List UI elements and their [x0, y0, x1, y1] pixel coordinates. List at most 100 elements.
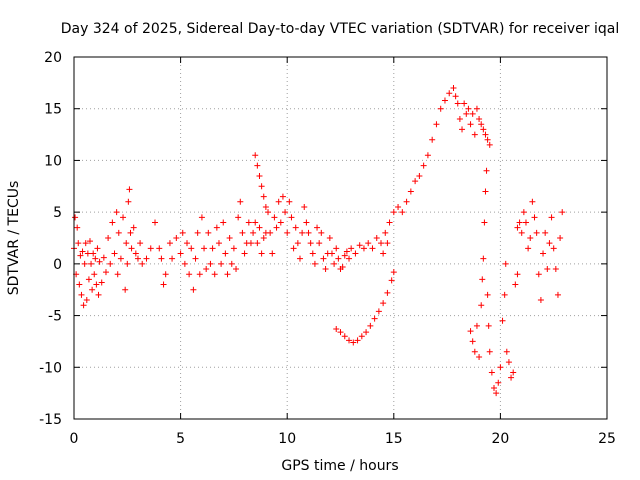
- data-point: [250, 229, 257, 236]
- data-point: [86, 238, 93, 245]
- data-point: [188, 245, 195, 252]
- plot-frame: [73, 56, 608, 420]
- data-point: [465, 105, 472, 112]
- data-point: [486, 141, 493, 148]
- data-point: [301, 203, 308, 210]
- data-point: [424, 152, 431, 159]
- data-point: [493, 390, 500, 397]
- data-point: [322, 266, 329, 273]
- data-point: [284, 229, 291, 236]
- data-point: [152, 219, 159, 226]
- data-point: [226, 235, 233, 241]
- data-point: [124, 260, 131, 267]
- x-tick-label: 5: [176, 431, 185, 447]
- data-point: [77, 252, 84, 259]
- data-point: [512, 281, 519, 288]
- data-point: [72, 214, 79, 221]
- data-point: [209, 245, 216, 252]
- data-point: [265, 209, 272, 216]
- data-point: [139, 260, 146, 267]
- data-point: [95, 291, 102, 298]
- data-point: [260, 193, 267, 200]
- data-point: [337, 329, 344, 336]
- data-point: [252, 152, 259, 159]
- data-point: [211, 271, 218, 278]
- data-point: [130, 224, 137, 231]
- data-point: [341, 333, 348, 340]
- data-point: [516, 219, 523, 226]
- data-point: [196, 271, 203, 278]
- data-point: [245, 219, 252, 226]
- data-point: [450, 85, 457, 92]
- data-point: [125, 198, 132, 205]
- data-point: [544, 266, 551, 273]
- data-point: [557, 235, 564, 241]
- data-point: [514, 271, 521, 278]
- data-point: [316, 240, 323, 247]
- y-tick-label: 10: [44, 153, 62, 169]
- data-point: [518, 229, 525, 236]
- data-point: [179, 229, 186, 236]
- data-point: [84, 250, 91, 257]
- data-point: [378, 240, 385, 247]
- data-point: [230, 245, 237, 252]
- data-point: [522, 219, 529, 226]
- data-point: [346, 337, 353, 344]
- data-point: [510, 369, 517, 376]
- data-point: [384, 240, 391, 247]
- data-point: [533, 229, 540, 236]
- data-point: [354, 337, 361, 344]
- data-point: [169, 255, 176, 262]
- data-point: [198, 214, 205, 221]
- data-point: [183, 240, 190, 247]
- data-point: [279, 193, 286, 200]
- data-point: [122, 286, 129, 293]
- data-point: [459, 126, 466, 133]
- data-point: [81, 260, 88, 267]
- data-point: [247, 240, 254, 247]
- data-point: [331, 260, 338, 267]
- data-point: [390, 269, 397, 276]
- data-point: [201, 245, 208, 252]
- data-point: [367, 322, 374, 329]
- data-point: [260, 235, 267, 241]
- data-point: [499, 317, 506, 324]
- data-point: [328, 250, 335, 257]
- data-point: [318, 229, 325, 236]
- data-point: [467, 328, 474, 335]
- data-point: [505, 359, 512, 366]
- data-point: [478, 121, 485, 128]
- data-point: [454, 100, 461, 107]
- data-point: [480, 126, 487, 133]
- data-point: [309, 250, 316, 257]
- data-point: [286, 198, 293, 205]
- data-point: [483, 167, 490, 174]
- data-point: [497, 364, 504, 371]
- data-point: [473, 105, 480, 112]
- data-point: [156, 245, 163, 252]
- data-point: [348, 245, 355, 252]
- data-point: [82, 240, 89, 247]
- data-point: [111, 250, 118, 257]
- data-point: [254, 240, 261, 247]
- data-point: [480, 255, 487, 262]
- data-point: [262, 203, 269, 210]
- data-point: [222, 250, 229, 257]
- data-point: [120, 214, 127, 221]
- data-point: [94, 245, 101, 252]
- data-point: [114, 271, 121, 278]
- data-point: [501, 291, 508, 298]
- data-point: [166, 240, 173, 247]
- data-point: [491, 384, 498, 391]
- data-point: [412, 178, 419, 185]
- data-point: [117, 255, 124, 262]
- data-point: [269, 250, 276, 257]
- data-point: [76, 281, 83, 288]
- data-point: [482, 131, 489, 138]
- data-point: [89, 286, 96, 293]
- data-point: [277, 219, 284, 226]
- data-point: [469, 338, 476, 345]
- data-point: [467, 121, 474, 128]
- data-point: [224, 271, 231, 278]
